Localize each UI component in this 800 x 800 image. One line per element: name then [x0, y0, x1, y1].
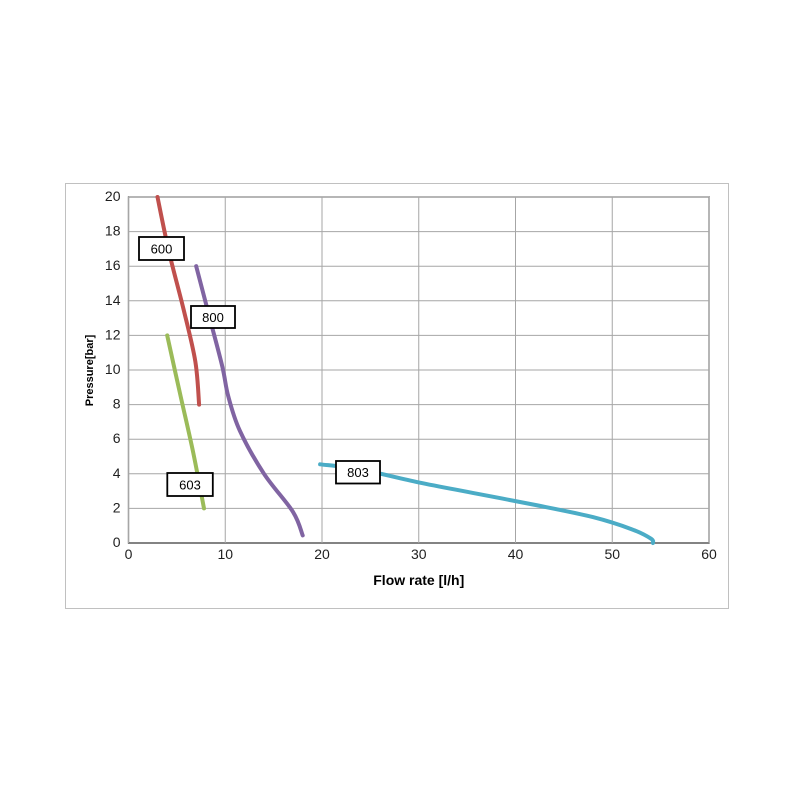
svg-text:4: 4 [113, 465, 121, 481]
svg-text:8: 8 [113, 396, 121, 412]
svg-text:30: 30 [411, 546, 427, 562]
svg-text:800: 800 [202, 310, 224, 325]
svg-text:50: 50 [604, 546, 620, 562]
svg-text:Flow rate [l/h]: Flow rate [l/h] [373, 572, 464, 588]
svg-text:20: 20 [314, 546, 330, 562]
svg-text:16: 16 [105, 257, 121, 273]
svg-text:18: 18 [105, 223, 121, 239]
svg-text:0: 0 [113, 534, 121, 550]
svg-text:10: 10 [217, 546, 233, 562]
svg-text:12: 12 [105, 326, 121, 342]
svg-text:803: 803 [347, 465, 369, 480]
svg-text:14: 14 [105, 292, 121, 308]
svg-text:600: 600 [151, 242, 173, 257]
svg-text:2: 2 [113, 499, 121, 515]
svg-text:6: 6 [113, 430, 121, 446]
svg-text:0: 0 [125, 546, 133, 562]
svg-text:603: 603 [179, 478, 201, 493]
svg-text:60: 60 [701, 546, 717, 562]
svg-text:Pressure[bar]: Pressure[bar] [84, 334, 96, 406]
svg-text:10: 10 [105, 361, 121, 377]
svg-text:20: 20 [105, 188, 121, 204]
svg-text:40: 40 [508, 546, 524, 562]
